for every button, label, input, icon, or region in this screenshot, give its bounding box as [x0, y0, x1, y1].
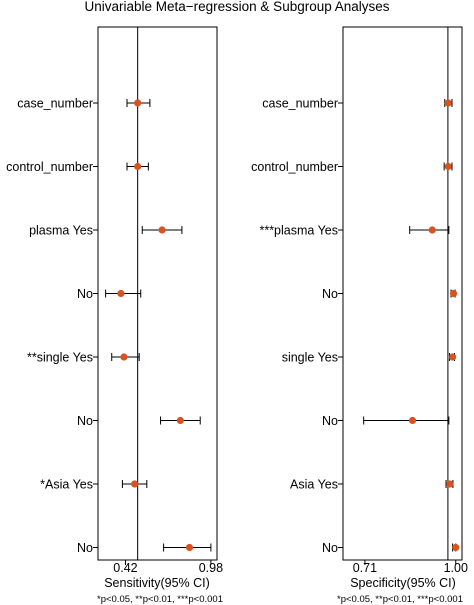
x-tick-label: 0.71 [353, 561, 377, 575]
figure-title: Univariable Meta−regression & Subgroup A… [84, 0, 389, 14]
point-estimate [446, 480, 454, 488]
x-axis-label: Sensitivity(95% CI) [104, 576, 210, 590]
category-label: case_number [17, 97, 93, 111]
forest-panel-2: case_number control_number ***plasma Yes No… [251, 26, 468, 605]
point-estimate [134, 162, 142, 171]
point-estimate [444, 162, 452, 171]
point-estimate [449, 289, 458, 298]
x-tick-label: 0.42 [113, 561, 137, 575]
category-label: **single Yes [27, 351, 93, 365]
category-label: control_number [251, 160, 338, 174]
category-label: case_number [262, 97, 338, 111]
point-estimate [131, 480, 139, 488]
category-label: No [77, 414, 93, 428]
category-label: single Yes [282, 351, 338, 365]
category-label: No [77, 541, 93, 555]
category-label: plasma Yes [29, 224, 93, 238]
point-estimate [117, 289, 125, 298]
point-estimate [428, 226, 436, 234]
point-estimate [449, 353, 457, 361]
x-tick-label: 1.00 [444, 561, 468, 575]
point-estimate [176, 416, 184, 425]
significance-footnote: *p<0.05, **p<0.01, ***p<0.001 [97, 594, 223, 605]
category-label: control_number [6, 160, 93, 174]
point-estimate [158, 226, 166, 234]
point-estimate [444, 99, 452, 107]
point-estimate [120, 353, 128, 361]
category-label: Asia Yes [290, 478, 338, 492]
category-label: No [77, 287, 93, 301]
point-estimate [408, 416, 417, 425]
significance-footnote: *p<0.05, **p<0.01, ***p<0.001 [337, 594, 463, 605]
x-tick-label: 0.98 [199, 561, 223, 575]
x-axis-label: Specificity(95% CI) [350, 576, 456, 590]
plot-frame [342, 26, 463, 561]
category-label: ***plasma Yes [259, 224, 338, 238]
category-label: No [322, 414, 338, 428]
category-label: No [322, 541, 338, 555]
point-estimate [185, 543, 194, 552]
point-estimate [134, 99, 142, 107]
point-estimate [452, 543, 460, 552]
category-label: No [322, 287, 338, 301]
category-label: *Asia Yes [40, 478, 93, 492]
